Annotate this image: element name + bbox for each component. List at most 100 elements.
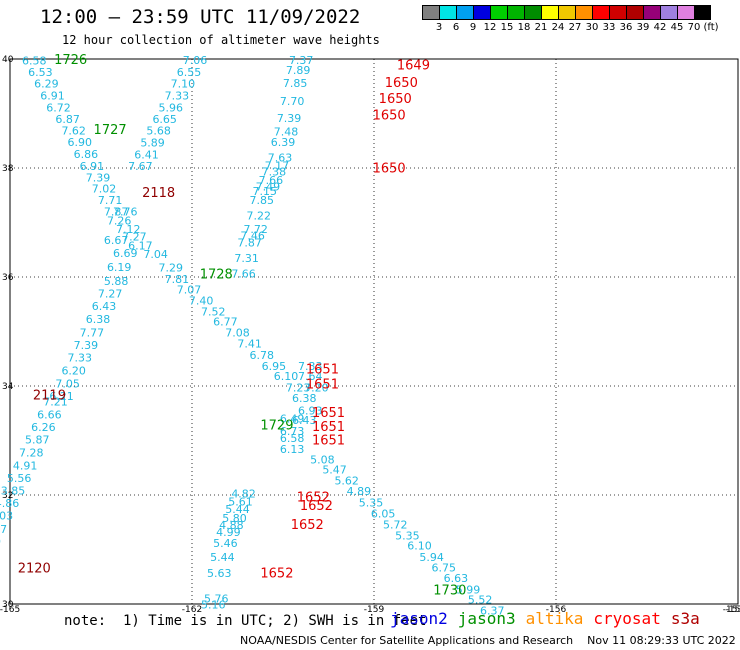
wave-height-point: 7.04 — [143, 248, 168, 261]
wave-height-point: 6.77 — [213, 316, 238, 329]
credit-line: NOAA/NESDIS Center for Satellite Applica… — [240, 634, 736, 647]
colorbar-label: 27 — [568, 22, 582, 33]
colorbar-swatch — [660, 5, 677, 20]
colorbar-label: 45 — [670, 22, 684, 33]
wave-height-point: 5.52 — [468, 594, 493, 607]
wave-height-point: 7.33 — [165, 90, 190, 103]
wave-height-point: 6.49 — [280, 413, 305, 426]
colorbar-swatch — [643, 5, 660, 20]
wave-height-point: 6.55 — [177, 66, 202, 79]
wave-height-point: 6.26 — [31, 421, 56, 434]
wave-height-point: 4.99 — [216, 526, 241, 539]
pass-label: 1650 — [373, 161, 406, 176]
mission-legend: jason2 jason3 altika cryosat s3a — [390, 609, 710, 628]
wave-height-point: 5.61 — [228, 496, 253, 509]
footnote: note: 1) Time is in UTC; 2) SWH is in fe… — [64, 613, 427, 629]
wave-height-point: 6.90 — [68, 136, 93, 149]
wave-height-point: 7.85 — [250, 194, 275, 207]
wave-height-point: 5.68 — [146, 124, 171, 137]
wave-height-point: 5.87 — [25, 433, 50, 446]
wave-height-point: 6.39 — [271, 136, 296, 149]
wave-height-point: 6.19 — [107, 261, 132, 274]
wave-height-point: 7.05 — [55, 377, 80, 390]
wave-height-point: 6.73 — [280, 425, 305, 438]
wave-height-point: 6.78 — [250, 349, 275, 362]
wave-height-point: 6.65 — [152, 113, 177, 126]
wave-height-point: 6.87 — [55, 113, 80, 126]
wave-height-point: 7.85 — [283, 77, 308, 90]
x-tick-label: -165 — [0, 605, 20, 615]
wave-height-point: 6.29 — [34, 78, 59, 91]
wave-height-point: 7.27 — [122, 231, 147, 244]
wave-height-point: 6.10 — [407, 540, 432, 553]
wave-height-point: 7.39 — [74, 339, 99, 352]
colorbar-label: (ft) — [703, 22, 719, 33]
colorbar-label: 42 — [653, 22, 667, 33]
colorbar-swatch — [609, 5, 626, 20]
pass-label: 2119 — [33, 389, 66, 404]
pass-label: 1652 — [291, 518, 324, 533]
wave-height-point: 6.05 — [371, 508, 396, 521]
colorbar-swatch — [473, 5, 490, 20]
pass-label: 1651 — [306, 377, 339, 392]
pass-label: 1651 — [306, 363, 339, 378]
mission-jason2: jason2 — [390, 609, 448, 628]
wave-height-point: 7.06 — [183, 54, 208, 67]
pass-label: 1730 — [433, 583, 466, 598]
colorbar-label: 21 — [534, 22, 548, 33]
colorbar-swatch — [490, 5, 507, 20]
wave-height-point: 5.96 — [159, 102, 184, 115]
mission-s3a: s3a — [670, 609, 700, 628]
wave-height-point: 7.49 — [256, 181, 281, 194]
wave-height-point: 7.87 — [104, 206, 129, 219]
wave-height-point: 6.10 — [274, 370, 299, 383]
colorbar-label: 39 — [636, 22, 650, 33]
wave-height-point: 7.41 — [237, 337, 262, 350]
wave-height-point: 5.80 — [222, 512, 247, 525]
wave-height-point: 6.66 — [37, 408, 62, 421]
pass-label: 1650 — [385, 76, 418, 91]
colorbar-swatch — [524, 5, 541, 20]
wave-height-point: 5.89 — [140, 136, 165, 149]
x-tick-label: -159 — [364, 605, 385, 615]
wave-height-point: 6.58 — [280, 432, 305, 445]
pass-label: 1729 — [260, 419, 293, 434]
wave-height-point: 6.20 — [61, 365, 86, 378]
wave-height-point: 7.72 — [243, 223, 268, 236]
pass-label: 1650 — [379, 92, 412, 107]
wave-height-point: 5.44 — [210, 551, 235, 564]
wave-height-point: 7.31 — [234, 252, 259, 265]
wave-height-point: 4.86 — [0, 497, 19, 510]
wave-height-point: 7.28 — [19, 446, 44, 459]
wave-height-point: 7.12 — [116, 223, 141, 236]
colorbar-swatch — [592, 5, 609, 20]
wave-height-point: 6.67 — [104, 234, 129, 247]
wave-height-point: 7.21 — [43, 395, 68, 408]
colorbar-label: 15 — [500, 22, 514, 33]
pass-label: 1727 — [94, 123, 127, 138]
wave-height-point: 3.85 — [1, 485, 26, 498]
wave-height-point: 7.76 — [113, 206, 138, 219]
wave-height-point: 5.56 — [7, 472, 32, 485]
wave-height-point: 5.47 — [322, 463, 347, 476]
wave-height-point: 6.38 — [292, 392, 317, 405]
pass-label: 1650 — [373, 109, 406, 124]
wave-height-point: 5.63 — [207, 567, 232, 580]
colorbar-legend — [422, 5, 711, 20]
wave-height-point: 7.67 — [128, 160, 153, 173]
wave-height-point: 6.91 — [40, 90, 65, 103]
pass-label: 1652 — [260, 566, 293, 581]
wave-height-point: 6.17 — [128, 239, 153, 252]
wave-height-point: 7.52 — [201, 305, 226, 318]
colorbar-label: 33 — [602, 22, 616, 33]
wave-height-point: 7.62 — [61, 124, 86, 137]
wave-height-point: 6.86 — [74, 148, 99, 161]
wave-height-point: 5.03 — [0, 510, 13, 523]
wave-height-point: 5.87 — [0, 523, 7, 536]
wave-height-point: 7.17 — [265, 159, 290, 172]
x-tick-label: -15 — [726, 605, 740, 615]
colorbar-label: 70 — [687, 22, 701, 33]
pass-label: 1651 — [312, 420, 345, 435]
wave-height-point: 6.72 — [46, 102, 71, 115]
